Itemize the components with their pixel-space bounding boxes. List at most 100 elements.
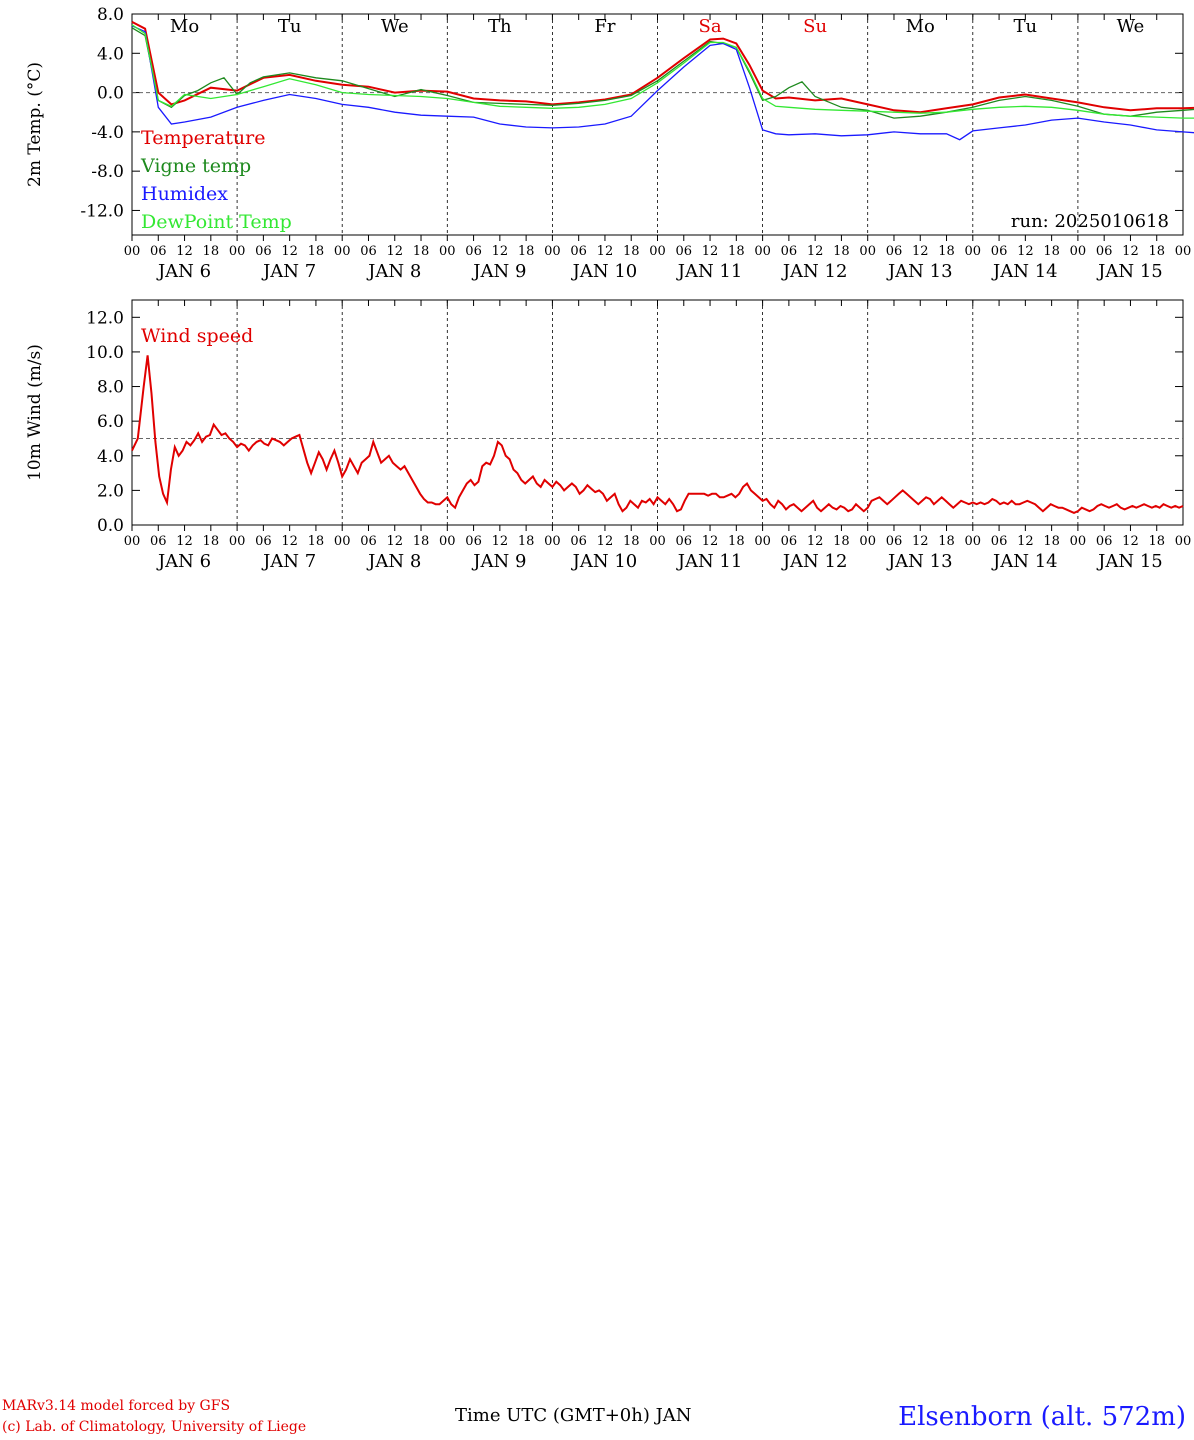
hour-tick-label: 06 — [781, 244, 798, 259]
y-axis-label: 2m Temp. (°C) — [25, 62, 45, 187]
y-tick-label: -12.0 — [80, 201, 124, 221]
hour-tick-label: 18 — [203, 534, 220, 549]
y-tick-label: -8.0 — [91, 162, 124, 182]
weekday-label: We — [1117, 16, 1145, 37]
hour-tick-label: 12 — [912, 244, 929, 259]
hour-tick-label: 06 — [150, 244, 167, 259]
weekday-label: Mo — [906, 16, 935, 37]
hour-tick-label: 00 — [965, 244, 982, 259]
hour-tick-label: 12 — [492, 244, 509, 259]
hour-tick-label: 00 — [439, 244, 456, 259]
panel-frame-1 — [131, 299, 1184, 526]
hour-tick-label: 12 — [597, 244, 614, 259]
date-label: JAN 14 — [991, 551, 1058, 572]
hour-tick-label: 12 — [176, 534, 193, 549]
hour-tick-label: 00 — [1175, 244, 1192, 259]
hour-tick-label: 00 — [544, 244, 561, 259]
x-axis-title: Time UTC (GMT+0h) JAN — [455, 1405, 692, 1426]
hour-tick-label: 06 — [676, 244, 693, 259]
hour-tick-label: 18 — [833, 534, 850, 549]
y-tick-label: 2.0 — [97, 481, 124, 501]
date-label: JAN 15 — [1096, 261, 1163, 282]
date-label: JAN 6 — [156, 551, 211, 572]
hour-tick-label: 06 — [991, 244, 1008, 259]
hour-tick-label: 00 — [649, 244, 666, 259]
hour-tick-label: 00 — [439, 534, 456, 549]
date-label: JAN 8 — [366, 261, 421, 282]
date-label: JAN 7 — [261, 261, 316, 282]
hour-tick-label: 18 — [1148, 534, 1165, 549]
hour-tick-label: 12 — [807, 534, 824, 549]
date-label: JAN 6 — [156, 261, 211, 282]
hour-tick-label: 12 — [597, 534, 614, 549]
weekday-label: Tu — [1014, 16, 1038, 37]
hour-tick-label: 06 — [886, 244, 903, 259]
hour-tick-label: 12 — [281, 244, 298, 259]
hour-tick-label: 00 — [229, 244, 246, 259]
hour-tick-label: 06 — [255, 244, 272, 259]
hour-tick-label: 12 — [386, 244, 403, 259]
weekday-label: Su — [803, 16, 827, 37]
hour-tick-label: 00 — [859, 244, 876, 259]
legend-entry: Humidex — [141, 183, 228, 205]
date-label: JAN 9 — [471, 261, 526, 282]
hour-tick-label: 06 — [991, 534, 1008, 549]
series-line-dewpoint-temp — [131, 24, 1194, 119]
y-tick-label: 4.0 — [97, 447, 124, 467]
date-label: JAN 9 — [471, 551, 526, 572]
hour-tick-label: 06 — [1096, 534, 1113, 549]
hour-tick-label: 12 — [386, 534, 403, 549]
hour-tick-label: 00 — [124, 244, 141, 259]
hour-tick-label: 06 — [150, 534, 167, 549]
weekday-label: Sa — [699, 16, 722, 37]
hour-tick-label: 00 — [334, 244, 351, 259]
hour-tick-label: 06 — [781, 534, 798, 549]
hour-tick-label: 00 — [124, 534, 141, 549]
date-label: JAN 7 — [261, 551, 316, 572]
hour-tick-label: 00 — [649, 534, 666, 549]
y-tick-label: 12.0 — [86, 308, 124, 328]
date-label: JAN 11 — [676, 261, 743, 282]
series-line-temperature — [131, 21, 1194, 114]
series-line-vigne-temp — [131, 27, 1194, 119]
hour-tick-label: 18 — [1043, 534, 1060, 549]
date-label: JAN 14 — [991, 261, 1058, 282]
hour-tick-label: 18 — [1148, 244, 1165, 259]
series-line-humidex — [131, 25, 1194, 141]
hour-tick-label: 18 — [518, 534, 535, 549]
hour-tick-label: 06 — [360, 244, 377, 259]
hour-tick-label: 12 — [281, 534, 298, 549]
weekday-label: Tu — [278, 16, 302, 37]
hour-tick-label: 18 — [623, 244, 640, 259]
hour-tick-label: 18 — [1043, 244, 1060, 259]
y-tick-label: 8.0 — [97, 5, 124, 25]
hour-tick-label: 12 — [807, 244, 824, 259]
date-label: JAN 11 — [676, 551, 743, 572]
hour-tick-label: 12 — [1122, 244, 1139, 259]
date-label: JAN 10 — [571, 551, 638, 572]
hour-tick-label: 18 — [518, 244, 535, 259]
y-tick-label: 4.0 — [97, 44, 124, 64]
hour-tick-label: 18 — [203, 244, 220, 259]
hour-tick-label: 18 — [623, 534, 640, 549]
weekday-label: Fr — [594, 16, 615, 37]
date-label: JAN 12 — [781, 551, 848, 572]
hour-tick-label: 00 — [1070, 534, 1087, 549]
hour-tick-label: 06 — [255, 534, 272, 549]
hour-tick-label: 12 — [1017, 244, 1034, 259]
hour-tick-label: 06 — [1096, 244, 1113, 259]
hour-tick-label: 12 — [176, 244, 193, 259]
y-tick-label: 8.0 — [97, 378, 124, 398]
hour-tick-label: 12 — [1017, 534, 1034, 549]
hour-tick-label: 06 — [570, 244, 587, 259]
y-tick-label: -4.0 — [91, 123, 124, 143]
legend-entry: Temperature — [141, 127, 265, 149]
hour-tick-label: 00 — [1175, 534, 1192, 549]
legend-entry: DewPoint Temp — [141, 211, 292, 233]
hour-tick-label: 00 — [965, 534, 982, 549]
model-credit: MARv3.14 model forced by GFS — [2, 1398, 231, 1414]
hour-tick-label: 00 — [754, 534, 771, 549]
hour-tick-label: 00 — [1070, 244, 1087, 259]
hour-tick-label: 12 — [702, 534, 719, 549]
